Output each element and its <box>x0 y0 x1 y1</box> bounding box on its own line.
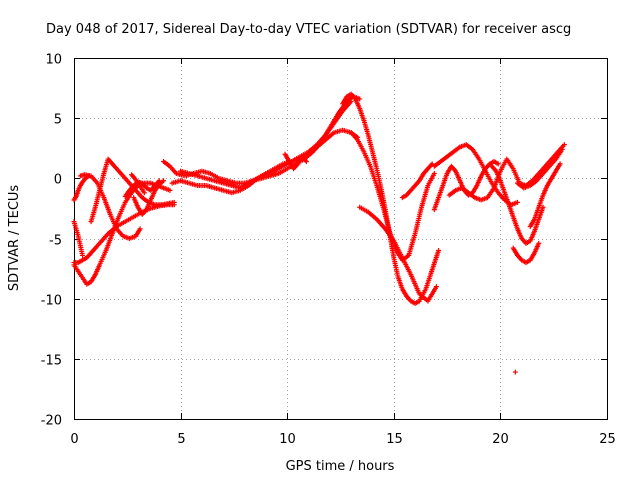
y-axis-title: SDTVAR / TECUs <box>7 185 22 292</box>
data-point <box>540 204 546 210</box>
x-tick-label: 20 <box>492 432 509 447</box>
y-tick-label: -20 <box>41 414 62 429</box>
y-tick-label: 5 <box>54 113 62 128</box>
y-tick-label: -15 <box>41 354 62 369</box>
data-point <box>137 226 143 232</box>
data-point <box>171 199 177 205</box>
x-axis: 0 5 10 15 20 25 <box>70 58 616 447</box>
data-point <box>348 98 354 104</box>
data-point <box>536 240 542 246</box>
data-point <box>561 142 567 148</box>
x-tick-label: 10 <box>279 432 296 447</box>
data-point <box>436 248 442 254</box>
data-point <box>514 199 520 205</box>
data-point <box>357 96 363 102</box>
x-tick-label: 25 <box>599 432 616 447</box>
data-point <box>161 178 167 184</box>
data-point <box>303 158 309 164</box>
y-axis: -20 -15 -10 -5 0 5 10 <box>41 53 607 429</box>
data-point <box>141 190 147 196</box>
chart-title: Day 048 of 2017, Sidereal Day-to-day VTE… <box>46 22 571 37</box>
data-point <box>167 187 173 193</box>
x-axis-title: GPS time / hours <box>286 459 395 474</box>
data-point <box>433 284 439 290</box>
data-point <box>495 161 501 167</box>
x-tick-label: 15 <box>386 432 403 447</box>
x-tick-label: 5 <box>177 432 185 447</box>
data-point <box>559 146 565 152</box>
y-tick-label: -10 <box>41 294 62 309</box>
data-points <box>71 91 567 375</box>
y-tick-label: -5 <box>49 234 62 249</box>
y-tick-label: 10 <box>45 53 62 68</box>
data-point <box>512 369 518 375</box>
data-point <box>431 171 437 177</box>
data-point <box>557 161 563 167</box>
data-point <box>80 252 86 258</box>
y-tick-label: 0 <box>54 173 62 188</box>
x-tick-label: 0 <box>70 432 78 447</box>
